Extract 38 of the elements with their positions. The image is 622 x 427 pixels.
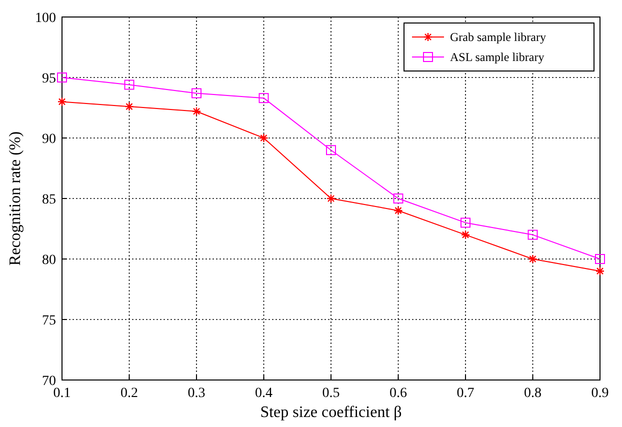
point — [460, 218, 470, 228]
point — [57, 72, 67, 82]
y-tick-label: 85 — [42, 192, 56, 208]
point — [528, 230, 538, 240]
x-tick-label: 0.7 — [456, 386, 474, 401]
point — [57, 97, 67, 106]
point — [258, 93, 269, 104]
point — [528, 254, 538, 264]
y-tick-label: 100 — [35, 11, 56, 26]
point — [124, 80, 134, 90]
x-tick-label: 0.9 — [591, 386, 609, 401]
legend-label: Grab sample library — [450, 30, 546, 44]
y-tick-label: 80 — [42, 253, 56, 268]
x-tick-label: 0.1 — [53, 386, 71, 401]
y-tick-label: 75 — [42, 314, 56, 328]
point — [192, 106, 202, 116]
x-tick-label: 0.4 — [255, 386, 272, 401]
point — [124, 102, 134, 112]
point — [394, 206, 403, 216]
point — [393, 194, 404, 204]
x-tick-label: 0.3 — [188, 386, 206, 401]
y-tick-label: 70 — [42, 374, 56, 389]
x-tick-label: 0.8 — [524, 386, 542, 401]
y-tick-label: 90 — [42, 132, 56, 147]
point — [326, 145, 336, 156]
y-axis-title: Recognition rate (%) — [7, 131, 24, 266]
y-tick-label: 95 — [42, 72, 56, 86]
point — [460, 230, 470, 240]
point — [595, 254, 605, 264]
x-tick-label: 0.6 — [390, 386, 407, 401]
point — [192, 88, 202, 98]
point — [326, 194, 336, 204]
point — [595, 266, 605, 276]
legend-label: ASL sample library — [450, 50, 544, 64]
x-tick-label: 0.2 — [120, 386, 138, 401]
x-tick-label: 0.5 — [322, 386, 340, 401]
x-axis-title: Step size coefficient β — [260, 404, 402, 421]
point — [259, 133, 268, 143]
